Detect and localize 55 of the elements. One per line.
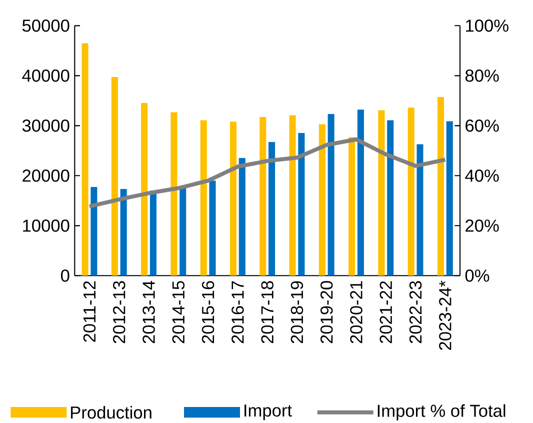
bar: [357, 110, 364, 276]
x-tick-label: 2015-16: [202, 281, 214, 344]
bar: [446, 121, 453, 276]
bar: [180, 188, 186, 276]
bar: [209, 180, 216, 276]
y2-tick-label: 80%: [465, 70, 499, 82]
x-tick-label: 2019-20: [320, 281, 333, 344]
bar: [150, 190, 156, 276]
bar: [348, 137, 356, 276]
bar: [437, 97, 444, 276]
line-series: [87, 137, 448, 208]
bar: [298, 133, 305, 276]
x-tick-label: 2023-24*: [439, 280, 452, 350]
x-tick-label: 2018-19: [290, 281, 304, 344]
y2-tick-label: 60%: [466, 120, 499, 132]
x-tick-label: 2022-23: [409, 281, 422, 344]
bar: [82, 43, 88, 276]
bar: [90, 187, 98, 276]
bar: [238, 158, 246, 276]
legend-label: Production: [71, 406, 152, 419]
bar: [111, 77, 118, 276]
bar: [328, 114, 334, 276]
bar: [200, 120, 207, 276]
legend-label: Import: [244, 404, 292, 420]
y2-tick-label: 0%: [465, 270, 490, 282]
y-tick-label: 40000: [22, 70, 70, 82]
x-tick-label: 2012-13: [112, 281, 126, 344]
y-tick-label: 50000: [22, 20, 70, 32]
x-tick-label: 2013-14: [142, 280, 155, 344]
x-tick-label: 2017-18: [261, 281, 274, 344]
bar: [230, 122, 237, 276]
x-tick-label: 2014-15: [172, 281, 185, 344]
y-tick-label: 0: [60, 270, 70, 282]
bar: [120, 189, 127, 276]
y-tick-label: 30000: [22, 120, 70, 132]
bar: [268, 142, 276, 276]
y-tick-label: 10000: [23, 220, 70, 232]
y2-tick-label: 40%: [465, 170, 499, 182]
x-tick-label: 2021-22: [380, 281, 392, 344]
y2-tick-label: 100%: [466, 20, 508, 32]
bar: [408, 108, 414, 276]
legend-label: Import % of Total: [378, 404, 506, 420]
bar: [318, 124, 326, 276]
x-tick-label: 2020-21: [350, 281, 362, 344]
bar: [387, 120, 394, 276]
bar: [170, 112, 178, 276]
x-tick-label: 2011-12: [83, 281, 96, 342]
y-tick-label: 20000: [22, 170, 70, 182]
bar: [260, 117, 266, 276]
x-tick-label: 2016-17: [232, 281, 244, 344]
y2-tick-label: 20%: [466, 220, 499, 232]
bar: [378, 110, 385, 276]
bar: [416, 144, 424, 276]
bar: [141, 103, 148, 276]
bar: [289, 115, 296, 276]
